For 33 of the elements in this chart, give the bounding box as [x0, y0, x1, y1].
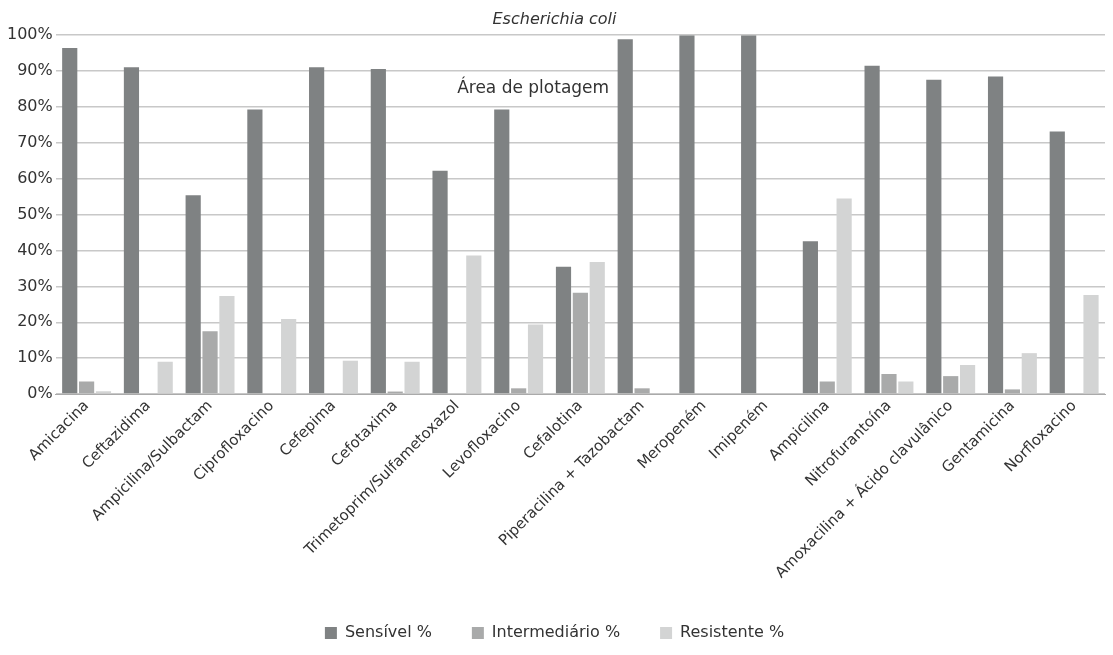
bar: [741, 35, 757, 394]
bar: [62, 48, 78, 394]
bar: [432, 170, 448, 394]
chart-title: Escherichia coli: [492, 8, 618, 28]
bar: [679, 35, 695, 394]
bar: [802, 241, 818, 394]
y-tick-label: 50%: [17, 203, 53, 223]
bar: [1049, 131, 1065, 394]
bar: [494, 109, 510, 394]
y-tick-label: 40%: [17, 239, 53, 259]
y-tick-label: 100%: [6, 24, 53, 44]
legend-label: Resistente %: [680, 622, 785, 642]
bar: [370, 68, 386, 394]
bar: [617, 39, 633, 394]
annotation: Área de plotagem: [457, 76, 610, 98]
bar: [309, 67, 325, 394]
bar: [555, 266, 572, 394]
bar: [926, 79, 942, 394]
y-tick-label: 0%: [27, 383, 53, 403]
bar: [123, 67, 140, 394]
y-tick-label: 20%: [17, 311, 53, 331]
legend-label: Sensível %: [344, 622, 432, 642]
legend-label: Intermediário %: [491, 622, 621, 642]
bar: [864, 65, 880, 394]
y-tick-label: 80%: [17, 96, 53, 116]
bar: [185, 195, 201, 394]
y-tick-label: 60%: [17, 167, 53, 187]
y-tick-label: 30%: [17, 275, 53, 295]
y-tick-label: 70%: [17, 132, 53, 152]
bar: [987, 76, 1004, 394]
y-tick-label: 10%: [17, 347, 53, 367]
y-tick-label: 90%: [17, 60, 53, 80]
bar: [247, 109, 263, 394]
